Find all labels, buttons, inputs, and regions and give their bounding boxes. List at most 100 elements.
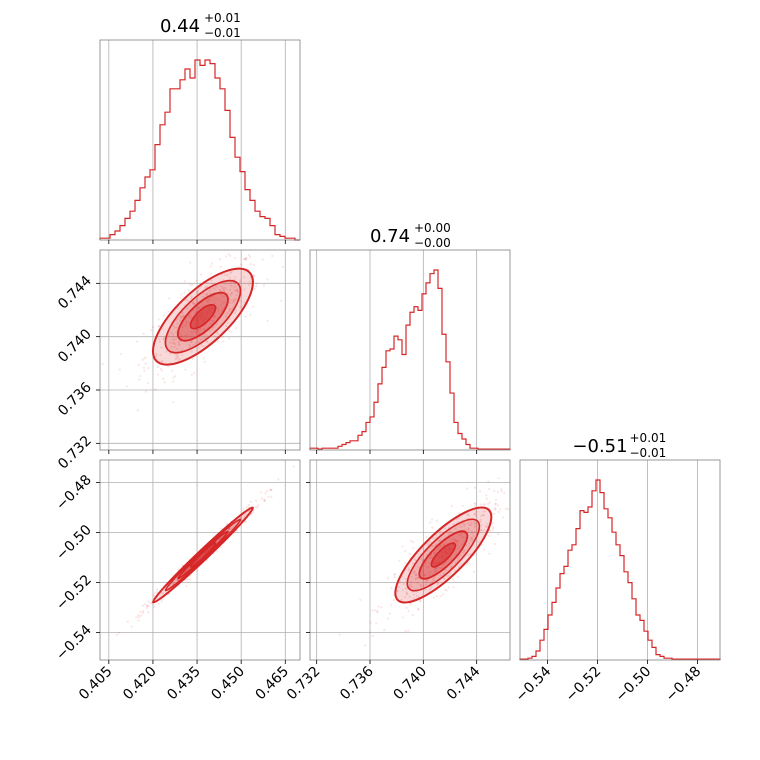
sample-point — [480, 524, 483, 527]
histogram-series — [309, 269, 511, 450]
sample-point — [242, 257, 245, 261]
sample-point — [445, 575, 448, 578]
sample-point — [224, 281, 227, 285]
sample-point — [179, 296, 182, 300]
sample-point — [514, 514, 516, 516]
sample-point — [185, 584, 188, 588]
sample-point — [191, 358, 195, 361]
sample-point — [466, 562, 469, 566]
sample-point — [191, 284, 194, 287]
sample-point — [497, 477, 500, 480]
sample-point — [145, 606, 149, 609]
sample-point — [470, 531, 474, 534]
sample-point — [443, 544, 446, 547]
sample-point — [428, 556, 431, 559]
sample-point — [253, 287, 256, 290]
sample-point — [450, 565, 453, 568]
sample-point — [159, 367, 162, 370]
sample-point — [483, 529, 486, 532]
sample-point — [240, 263, 243, 266]
sample-point — [240, 516, 243, 519]
sample-point — [473, 502, 476, 505]
sample-point — [494, 508, 497, 511]
sample-point — [449, 530, 452, 533]
sample-point — [169, 352, 172, 355]
sample-point — [235, 288, 238, 291]
sample-point — [165, 350, 168, 353]
sample-point — [390, 603, 393, 606]
sample-point — [202, 327, 205, 330]
sample-point — [441, 593, 445, 596]
sample-point — [216, 332, 219, 335]
sample-point — [152, 603, 155, 607]
sample-point — [167, 333, 170, 336]
sample-point — [182, 322, 185, 325]
sample-point — [371, 609, 374, 612]
sample-point — [494, 498, 498, 501]
sample-point — [213, 325, 216, 329]
sample-point — [171, 341, 174, 345]
sample-point — [144, 362, 147, 365]
sample-point — [456, 539, 459, 543]
sample-point — [454, 527, 457, 530]
sample-point — [245, 506, 249, 509]
sample-point — [161, 327, 164, 330]
sample-point — [186, 568, 189, 571]
sample-point — [180, 293, 183, 296]
sample-point — [414, 574, 417, 577]
sample-point — [419, 583, 422, 587]
sample-point — [230, 291, 234, 295]
sample-point — [455, 540, 458, 543]
sample-point — [209, 265, 212, 268]
sample-point — [176, 356, 180, 359]
sample-point — [473, 521, 476, 524]
sample-point — [200, 305, 203, 308]
sample-point — [470, 537, 473, 541]
sample-point — [483, 510, 486, 513]
sample-point — [182, 315, 185, 318]
sample-point — [412, 593, 416, 596]
sample-point — [388, 612, 392, 615]
sample-point — [192, 303, 196, 306]
sample-point — [176, 347, 179, 350]
sample-point — [191, 330, 194, 334]
sample-point — [191, 301, 194, 304]
sample-point — [445, 560, 448, 563]
sample-point — [187, 315, 191, 318]
sample-point — [260, 491, 263, 494]
sample-point — [504, 507, 507, 510]
sample-point — [465, 543, 468, 547]
sample-point — [410, 580, 413, 583]
sample-point — [118, 631, 121, 634]
sample-point — [184, 334, 187, 337]
sample-point — [180, 317, 183, 320]
sample-point — [210, 279, 213, 282]
sample-point — [144, 390, 147, 393]
sample-point — [410, 576, 413, 579]
sample-point — [225, 324, 228, 328]
sample-point — [144, 356, 147, 359]
sample-point — [151, 325, 154, 329]
sample-point — [444, 588, 447, 592]
joint-0-2-xtick-label: 0.450 — [208, 664, 248, 704]
sample-point — [216, 340, 220, 343]
sample-point — [257, 504, 260, 507]
sample-point — [170, 331, 173, 334]
sample-point — [415, 573, 418, 576]
sample-point — [376, 610, 379, 614]
sample-point — [442, 577, 446, 580]
sample-point — [234, 298, 237, 301]
sample-point — [236, 290, 239, 293]
sample-point — [190, 350, 193, 353]
sample-point — [461, 535, 464, 538]
sample-point — [178, 343, 181, 346]
joint-0-2-ytick-label: −0.48 — [53, 472, 95, 514]
sample-point — [461, 504, 464, 507]
sample-point — [260, 497, 263, 500]
sample-point — [442, 577, 446, 580]
sample-point — [466, 487, 469, 490]
sample-point — [213, 314, 217, 317]
sample-point — [452, 586, 455, 589]
sample-point — [407, 629, 410, 632]
sample-point — [494, 502, 497, 506]
